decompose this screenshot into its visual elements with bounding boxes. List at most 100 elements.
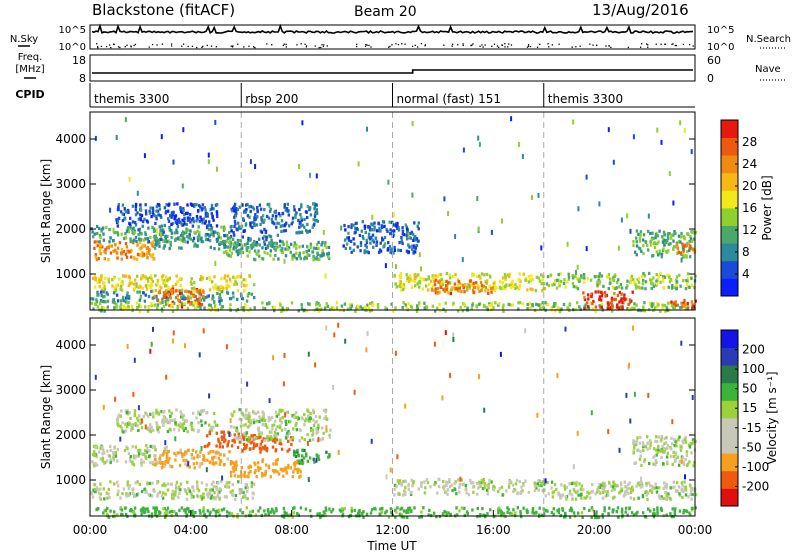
heatmap-cell: [321, 240, 324, 245]
station-title: Blackstone (fitACF): [92, 1, 235, 19]
heatmap-cell: [148, 429, 151, 433]
heatmap-cell: [393, 493, 396, 497]
heatmap-cell: [642, 272, 645, 276]
heatmap-cell: [125, 210, 128, 214]
heatmap-cell: [638, 441, 642, 445]
heatmap-cell: [407, 243, 410, 247]
heatmap-cell: [672, 486, 675, 490]
heatmap-cell: [116, 492, 119, 496]
heatmap-cell: [400, 483, 403, 487]
heatmap-cell: [425, 278, 428, 282]
heatmap-cell: [367, 232, 371, 236]
heatmap-cell: [516, 492, 519, 496]
heatmap-cell: [368, 226, 372, 230]
heatmap-cell: [198, 219, 201, 223]
heatmap-cell: [251, 205, 254, 209]
heatmap-cell: [399, 248, 402, 253]
heatmap-cell: [163, 293, 166, 297]
heatmap-cell: [174, 511, 178, 516]
nsearch-dot: [605, 45, 607, 47]
heatmap-cell: [568, 492, 571, 496]
heatmap-cell: [141, 287, 144, 291]
heatmap-cell: [140, 246, 143, 250]
heatmap-cell: [135, 301, 139, 305]
heatmap-cell: [299, 256, 303, 261]
heatmap-cell: [491, 286, 494, 290]
heatmap-cell: [150, 425, 153, 429]
heatmap-cell: [480, 481, 483, 485]
heatmap-cell: [476, 515, 479, 519]
heatmap-cell: [169, 418, 172, 422]
heatmap-cell: [178, 451, 181, 455]
heatmap-cell: [263, 250, 266, 254]
heatmap-cell: [148, 209, 151, 213]
heatmap-cell: [229, 303, 232, 307]
heatmap-cell: [188, 290, 191, 294]
heatmap-cell: [472, 481, 475, 485]
heatmap-cell: [300, 303, 303, 307]
heatmap-cell: [241, 495, 245, 499]
heatmap-cell: [254, 164, 257, 169]
heatmap-cell: [131, 445, 134, 449]
heatmap-cell: [135, 285, 138, 289]
heatmap-cell: [483, 482, 486, 486]
heatmap-cell: [414, 250, 417, 254]
heatmap-cell: [460, 290, 463, 294]
heatmap-cell: [674, 245, 677, 249]
heatmap-cell: [300, 216, 303, 220]
heatmap-cell: [101, 459, 105, 463]
heatmap-cell: [599, 305, 602, 309]
heatmap-cell: [314, 362, 317, 368]
heatmap-cell: [405, 225, 408, 229]
heatmap-cell: [396, 479, 400, 483]
heatmap-cell: [192, 294, 195, 298]
heatmap-cell: [642, 244, 645, 248]
heatmap-cell: [169, 296, 172, 300]
heatmap-cell: [275, 214, 278, 218]
heatmap-cell: [253, 436, 257, 440]
heatmap-cell: [269, 253, 272, 257]
heatmap-cell: [102, 232, 105, 236]
heatmap-cell: [646, 447, 649, 451]
heatmap-cell: [268, 241, 271, 245]
heatmap-cell: [104, 300, 107, 304]
heatmap-cell: [636, 482, 640, 486]
heatmap-cell: [560, 494, 563, 499]
heatmap-cell: [311, 225, 314, 229]
heatmap-cell: [179, 482, 183, 486]
heatmap-cell: [490, 303, 493, 307]
heatmap-cell: [686, 305, 690, 309]
heatmap-cell: [122, 487, 126, 491]
heatmap-cell: [173, 301, 176, 305]
heatmap-cell: [669, 486, 672, 490]
heatmap-cell: [170, 211, 174, 215]
nsearch-dot: [191, 45, 194, 47]
heatmap-cell: [117, 203, 120, 207]
heatmap-cell: [121, 307, 125, 311]
heatmap-cell: [374, 236, 378, 240]
heatmap-cell: [102, 250, 106, 254]
heatmap-cell: [462, 147, 465, 153]
heatmap-cell: [683, 489, 686, 493]
heatmap-cell: [245, 438, 249, 442]
heatmap-cell: [140, 214, 144, 218]
heatmap-cell: [233, 202, 237, 206]
heatmap-cell: [171, 309, 175, 314]
heatmap-cell: [252, 410, 255, 414]
heatmap-cell: [239, 226, 243, 230]
heatmap-cell: [479, 280, 483, 284]
heatmap-cell: [144, 237, 147, 241]
heatmap-cell: [658, 251, 661, 256]
heatmap-cell: [213, 287, 216, 291]
heatmap-cell: [303, 257, 306, 261]
heatmap-cell: [536, 482, 539, 486]
heatmap-cell: [583, 507, 586, 511]
heatmap-cell: [172, 497, 175, 501]
heatmap-cell: [436, 286, 440, 291]
heatmap-cell: [279, 224, 283, 228]
heatmap-cell: [233, 245, 236, 249]
heatmap-cell: [472, 272, 476, 276]
heatmap-cell: [544, 508, 547, 512]
heatmap-cell: [610, 296, 614, 300]
heatmap-cell: [628, 301, 632, 305]
